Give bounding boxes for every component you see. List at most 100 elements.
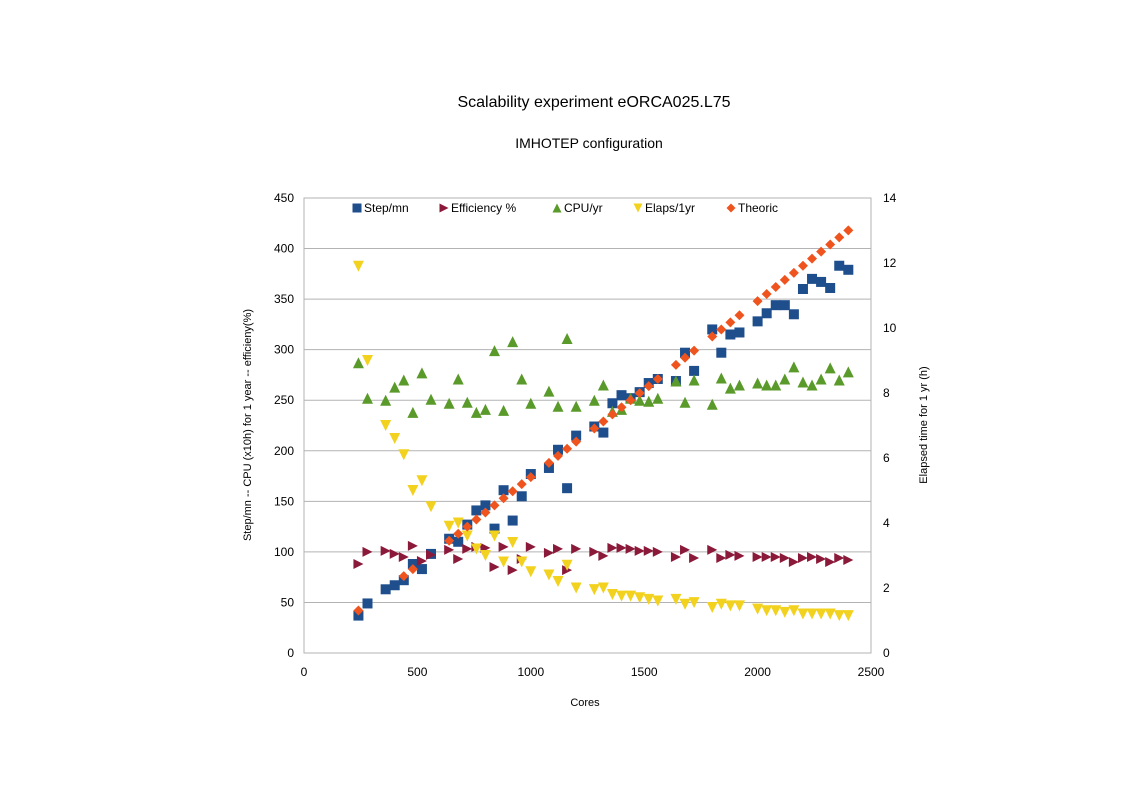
series-elaps-1yr bbox=[352, 260, 854, 622]
data-point bbox=[362, 355, 374, 366]
data-point bbox=[834, 260, 845, 271]
data-point bbox=[498, 404, 510, 416]
data-point bbox=[571, 543, 582, 554]
data-point bbox=[598, 416, 609, 427]
data-point bbox=[733, 600, 745, 612]
data-point bbox=[398, 551, 409, 562]
data-point bbox=[706, 602, 718, 613]
y2-tick-label: 14 bbox=[883, 191, 897, 205]
data-point bbox=[398, 449, 410, 461]
data-point bbox=[552, 400, 564, 412]
data-point bbox=[407, 485, 419, 496]
data-point bbox=[797, 260, 808, 271]
data-point bbox=[616, 390, 627, 401]
data-point bbox=[670, 551, 681, 562]
data-point bbox=[443, 520, 455, 532]
x-axis-ticks: 0 500 1000 1500 2000 2500 bbox=[301, 665, 885, 679]
legend-marker bbox=[439, 203, 449, 213]
y-tick-label: 200 bbox=[274, 444, 294, 458]
legend-label: Efficiency % bbox=[451, 201, 516, 215]
data-point bbox=[779, 606, 791, 618]
data-point bbox=[571, 436, 582, 447]
data-point bbox=[598, 427, 609, 438]
data-point bbox=[389, 381, 401, 393]
x-tick-label: 1500 bbox=[631, 665, 658, 679]
data-point bbox=[353, 605, 364, 616]
data-point bbox=[788, 361, 800, 373]
data-point bbox=[788, 557, 799, 567]
data-point bbox=[797, 376, 809, 388]
data-point bbox=[779, 552, 790, 563]
data-point bbox=[824, 608, 836, 620]
data-point bbox=[688, 374, 700, 386]
y-axis-label: Step/mn -- CPU (x10h) for 1 year -- effi… bbox=[242, 309, 254, 541]
data-point bbox=[543, 385, 555, 397]
y2-tick-label: 0 bbox=[883, 646, 890, 660]
data-point bbox=[816, 553, 827, 564]
x-tick-label: 500 bbox=[407, 665, 427, 679]
data-point bbox=[770, 281, 781, 292]
data-point bbox=[416, 564, 427, 575]
data-point bbox=[842, 366, 854, 378]
data-point bbox=[443, 397, 455, 409]
data-point bbox=[797, 552, 808, 563]
y-tick-label: 400 bbox=[274, 242, 294, 256]
data-point bbox=[806, 379, 818, 391]
legend: Step/mn Efficiency % CPU/yr Elaps/1yr Theori… bbox=[352, 201, 778, 215]
data-point bbox=[507, 537, 519, 548]
data-point bbox=[806, 608, 818, 620]
series-step-mn bbox=[353, 260, 854, 621]
data-point bbox=[562, 443, 573, 454]
data-point bbox=[761, 551, 772, 562]
data-point bbox=[398, 374, 410, 386]
data-point bbox=[471, 514, 482, 525]
data-point bbox=[724, 382, 736, 394]
data-point bbox=[362, 546, 373, 557]
data-point bbox=[416, 475, 428, 487]
data-point bbox=[407, 406, 419, 418]
data-point bbox=[761, 605, 773, 617]
data-point bbox=[589, 546, 600, 557]
data-point bbox=[416, 367, 428, 379]
data-point bbox=[779, 300, 790, 311]
data-point bbox=[607, 409, 618, 420]
data-point bbox=[843, 554, 854, 565]
data-point bbox=[507, 486, 518, 497]
y2-tick-label: 6 bbox=[883, 451, 890, 465]
data-point bbox=[407, 564, 418, 575]
data-point bbox=[770, 551, 781, 562]
data-point bbox=[489, 345, 501, 357]
data-point bbox=[498, 541, 509, 552]
data-point bbox=[770, 300, 781, 311]
data-point bbox=[734, 550, 745, 561]
data-point bbox=[689, 345, 700, 356]
data-point bbox=[425, 501, 437, 513]
data-point bbox=[507, 515, 518, 526]
data-point bbox=[543, 462, 554, 473]
data-point bbox=[498, 556, 510, 568]
data-point bbox=[689, 365, 700, 376]
data-point bbox=[616, 402, 627, 413]
legend-marker bbox=[633, 203, 643, 213]
data-point bbox=[815, 373, 827, 385]
data-point bbox=[725, 329, 736, 340]
data-point bbox=[733, 379, 745, 391]
data-point bbox=[543, 569, 555, 581]
data-point bbox=[652, 546, 663, 557]
data-point bbox=[670, 593, 682, 605]
data-point bbox=[598, 550, 609, 561]
data-point bbox=[606, 589, 618, 600]
legend-label: Elaps/1yr bbox=[645, 201, 695, 215]
data-point bbox=[489, 523, 500, 534]
y2-axis-label: Elapsed time for 1 yr (h) bbox=[918, 366, 930, 483]
data-point bbox=[553, 450, 564, 461]
data-point bbox=[498, 493, 509, 504]
data-point bbox=[353, 559, 364, 570]
data-point bbox=[453, 553, 464, 564]
data-point bbox=[788, 309, 799, 320]
data-point bbox=[752, 377, 764, 389]
data-point bbox=[788, 605, 800, 617]
data-point bbox=[707, 324, 718, 335]
data-point bbox=[471, 505, 482, 516]
